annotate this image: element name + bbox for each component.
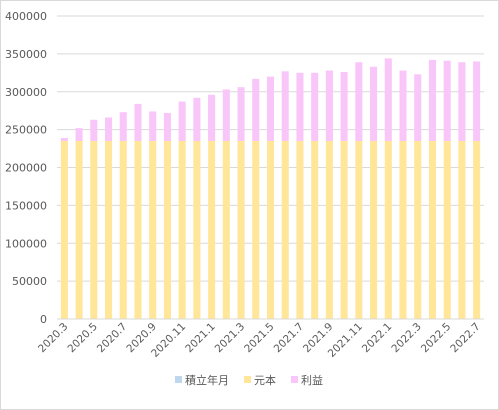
bar-segment	[163, 112, 171, 141]
bar-segment	[458, 140, 466, 319]
legend-swatch	[291, 376, 298, 383]
bar-segment	[296, 72, 304, 141]
bar-segment	[90, 119, 98, 141]
bar-segment	[266, 76, 275, 141]
bar-segment	[134, 140, 142, 319]
y-tick-label: 0	[40, 313, 47, 326]
bar-segment	[355, 62, 363, 141]
bar-segment	[60, 140, 68, 319]
bar-segment	[311, 72, 319, 141]
bar-segment	[370, 140, 378, 319]
bar-segment	[90, 140, 98, 319]
bar-segment	[340, 140, 348, 319]
x-tick-label: 2021.5	[242, 321, 276, 355]
bar-segment	[134, 103, 142, 141]
bar-segment	[252, 140, 260, 319]
bar-segment	[325, 140, 333, 319]
bar-segment	[296, 140, 304, 319]
x-tick-label: 2022.1	[360, 321, 394, 355]
bar-segment	[119, 112, 127, 141]
y-tick-label: 400000	[5, 10, 47, 23]
bar-segment	[105, 117, 113, 141]
bar-segment	[75, 128, 83, 141]
bar-segment	[340, 72, 348, 141]
bar-segment	[428, 59, 436, 141]
legend-swatch	[244, 376, 251, 383]
bar-segment	[252, 78, 260, 141]
bar-segment	[428, 140, 436, 319]
bar-segment	[193, 97, 201, 141]
bar-segment	[149, 140, 157, 319]
bar-segment	[281, 140, 289, 319]
bar-segment	[208, 140, 216, 319]
y-tick-label: 350000	[5, 48, 47, 61]
y-tick-label: 250000	[5, 124, 47, 137]
x-tick-label: 2022.3	[389, 321, 423, 355]
bar-segment	[266, 140, 275, 319]
y-tick-label: 300000	[5, 86, 47, 99]
bar-segment	[473, 140, 481, 319]
bar-segment	[384, 58, 392, 141]
x-tick-label: 2022.7	[448, 321, 482, 355]
bar-segment	[178, 140, 186, 319]
bar-segment	[163, 140, 171, 319]
bar-segment	[208, 94, 216, 141]
bar-segment	[105, 140, 113, 319]
bar-segment	[178, 101, 186, 141]
y-tick-label: 50000	[12, 275, 47, 288]
legend-label: 利益	[301, 373, 323, 387]
bar-segment	[384, 140, 392, 319]
x-tick-label: 2022.5	[419, 321, 453, 355]
bar-segment	[370, 66, 378, 141]
bar-segment	[193, 140, 201, 319]
legend-label: 元本	[254, 373, 276, 387]
bars	[60, 58, 481, 319]
bar-segment	[473, 61, 481, 141]
bar-segment	[237, 140, 245, 319]
bar-segment	[443, 60, 451, 141]
x-tick-label: 2020.7	[95, 321, 129, 355]
bar-segment	[311, 140, 319, 319]
legend-swatch	[175, 376, 182, 383]
bar-segment	[399, 140, 407, 319]
bar-segment	[414, 74, 422, 141]
x-tick-label: 2021.7	[272, 321, 306, 355]
bar-segment	[325, 70, 333, 141]
bar-segment	[119, 140, 127, 319]
bar-segment	[60, 137, 68, 141]
y-tick-label: 200000	[5, 162, 47, 175]
bar-segment	[149, 111, 157, 141]
y-tick-label: 150000	[5, 199, 47, 212]
bar-segment	[458, 62, 466, 141]
bar-segment	[414, 140, 422, 319]
bar-segment	[222, 140, 230, 319]
x-tick-label: 2021.3	[213, 321, 247, 355]
legend-label: 積立年月	[185, 373, 229, 387]
y-tick-label: 100000	[5, 237, 47, 250]
bar-segment	[443, 140, 451, 319]
x-tick-label: 2020.5	[65, 321, 99, 355]
bar-segment	[75, 140, 83, 319]
bar-segment	[399, 70, 407, 141]
bar-segment	[222, 89, 230, 141]
x-tick-label: 2021.1	[183, 321, 217, 355]
bar-segment	[281, 71, 289, 141]
bar-segment	[355, 140, 363, 319]
bar-segment	[237, 87, 245, 141]
